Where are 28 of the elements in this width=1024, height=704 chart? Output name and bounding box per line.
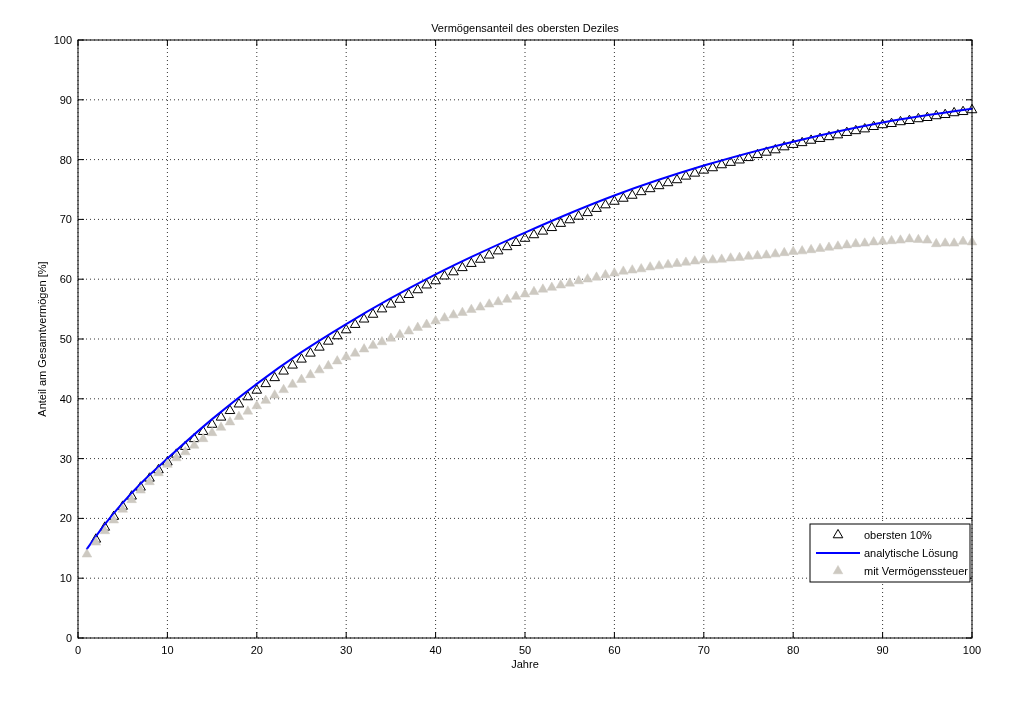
x-tick-label: 70 (697, 644, 710, 656)
y-tick-label: 10 (59, 572, 72, 585)
x-tick-label: 30 (340, 644, 353, 656)
legend-label: obersten 10% (864, 529, 933, 541)
x-tick-label: 90 (876, 644, 889, 656)
x-tick-label: 0 (74, 644, 82, 656)
y-tick-label: 80 (59, 153, 72, 166)
x-tick-label: 10 (161, 644, 174, 656)
chart-title: Vermögensanteil des obersten Deziles (431, 22, 620, 34)
y-tick-label: 0 (65, 632, 72, 644)
y-tick-label: 30 (59, 452, 72, 465)
y-axis-title: Anteil am Gesamtvermögen [%] (36, 261, 48, 417)
x-tick-label: 50 (518, 644, 532, 656)
y-tick-label: 40 (59, 392, 72, 405)
x-axis-title: Jahre (511, 658, 539, 670)
x-tick-label: 20 (250, 644, 263, 656)
y-tick-label: 90 (59, 93, 72, 106)
y-tick-label: 100 (53, 34, 72, 46)
x-tick-label: 80 (787, 644, 800, 656)
y-tick-label: 70 (59, 213, 72, 226)
legend-label: mit Vermögenssteuer (864, 565, 969, 577)
y-tick-label: 50 (59, 333, 72, 345)
y-tick-label: 60 (59, 273, 72, 286)
y-tick-label: 20 (59, 512, 72, 525)
legend-label: analytische Lösung (864, 547, 959, 559)
x-tick-label: 100 (962, 644, 982, 656)
x-tick-label: 40 (429, 644, 442, 656)
x-tick-label: 60 (608, 644, 621, 656)
